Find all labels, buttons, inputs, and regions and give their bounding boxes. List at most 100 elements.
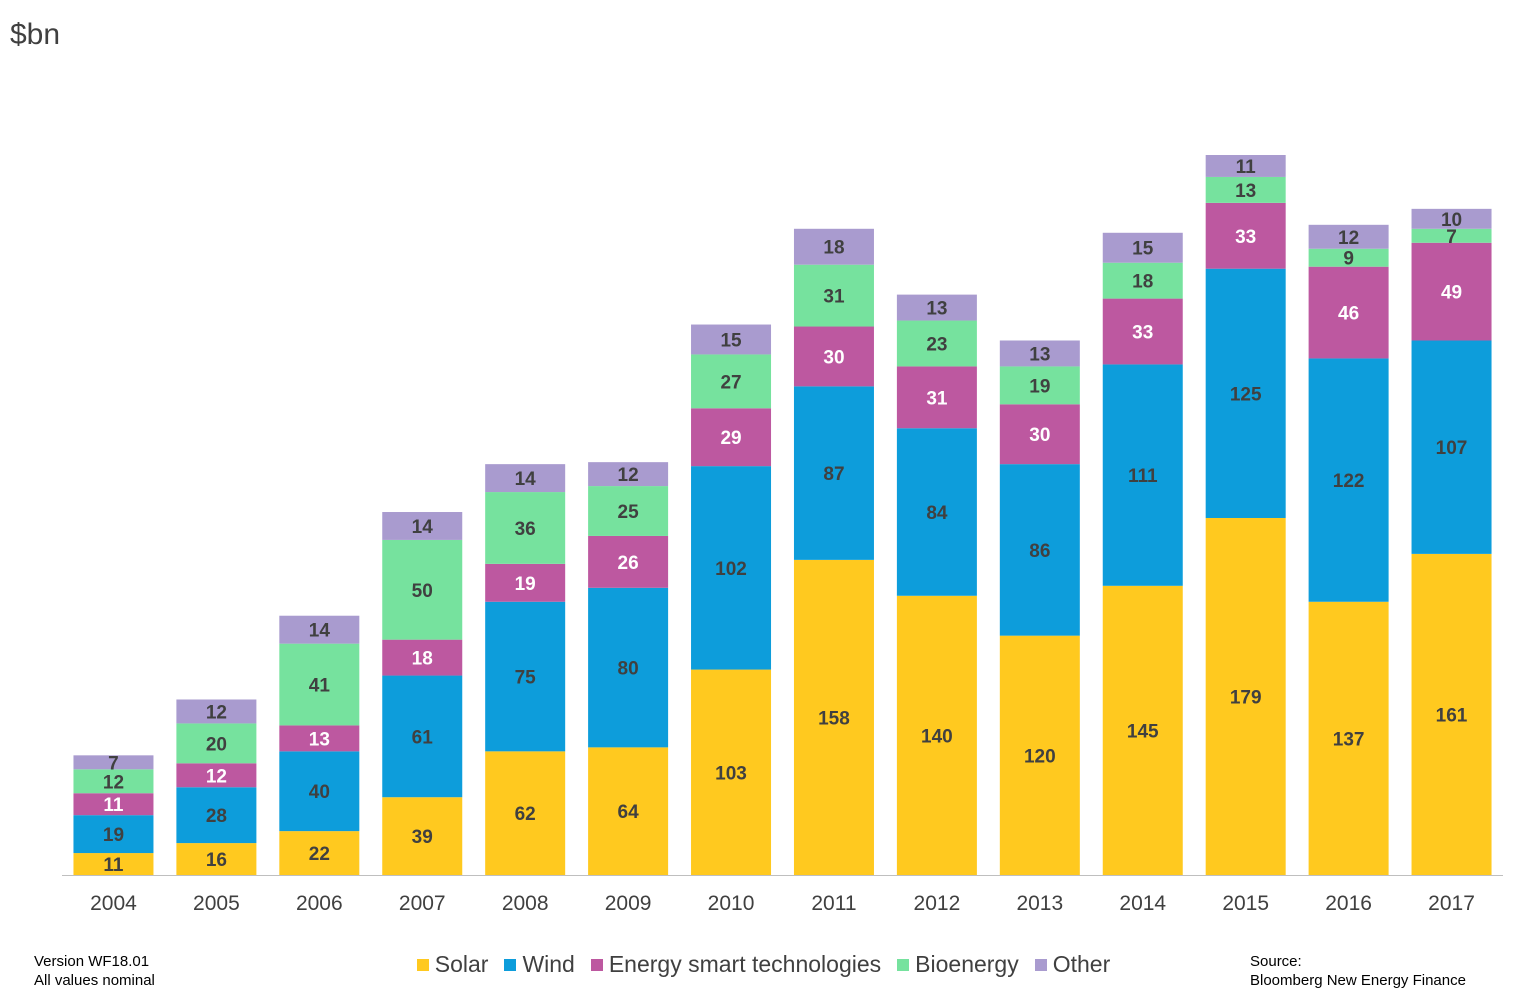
x-tick-label: 2016 (1325, 892, 1372, 915)
bar-segment-energy-smart-technologies-2004 (73, 793, 154, 816)
x-tick-label: 2017 (1428, 892, 1475, 915)
data-label: 15 (720, 330, 742, 351)
bar-segment-wind-2011 (793, 386, 874, 560)
bar-segment-bioenergy-2006 (279, 643, 360, 726)
bar-segment-solar-2010 (691, 669, 772, 875)
version-text: Version WF18.01 (34, 953, 150, 970)
data-label: 33 (1132, 323, 1153, 344)
legend: Solar Wind Energy smart technologies Bioene… (0, 951, 1527, 978)
bar-segment-wind-2008 (485, 601, 566, 752)
data-label: 10 (1441, 210, 1462, 231)
data-label: 31 (926, 388, 948, 409)
bar-segment-bioenergy-2017 (1411, 228, 1492, 243)
bar-segment-solar-2013 (999, 635, 1080, 875)
bar-segment-wind-2014 (1102, 364, 1183, 586)
data-label: 39 (412, 827, 433, 848)
data-label: 11 (103, 855, 124, 876)
bar-segment-other-2004 (73, 755, 154, 770)
bar-segment-wind-2017 (1411, 340, 1492, 554)
bar-segment-bioenergy-2005 (176, 723, 257, 764)
legend-label: Other (1052, 951, 1111, 977)
legend-item-other: Other (1034, 951, 1111, 978)
legend-label: Solar (434, 951, 489, 977)
data-label: 11 (1236, 157, 1257, 178)
data-label: 41 (309, 676, 331, 697)
legend-swatch (897, 958, 910, 971)
x-tick-label: 2012 (914, 892, 961, 915)
values-note-text: All values nominal (34, 972, 155, 989)
x-tick-label: 2013 (1016, 892, 1063, 915)
data-label: 30 (823, 347, 844, 368)
bar-segment-energy-smart-technologies-2012 (896, 366, 977, 429)
x-tick-label: 2014 (1119, 892, 1166, 915)
bar-segment-other-2010 (691, 324, 772, 355)
source-name-text: Bloomberg New Energy Finance (1250, 972, 1466, 989)
data-label: 75 (515, 668, 537, 689)
data-label: 103 (715, 763, 747, 784)
data-label: 161 (1436, 705, 1468, 726)
version-note: Version WF18.01 All values nominal (34, 952, 155, 990)
bar-segment-solar-2015 (1205, 517, 1286, 875)
data-label: 158 (818, 708, 850, 729)
bar-segment-wind-2013 (999, 464, 1080, 636)
data-label: 86 (1029, 541, 1050, 562)
bar-segment-energy-smart-technologies-2007 (382, 639, 463, 676)
x-tick-label: 2008 (502, 892, 549, 915)
data-label: 84 (926, 503, 948, 524)
data-label: 145 (1127, 721, 1159, 742)
bar-segment-energy-smart-technologies-2011 (793, 326, 874, 387)
bar-segment-wind-2015 (1205, 268, 1286, 518)
bar-segment-solar-2016 (1308, 601, 1389, 875)
data-label: 30 (1029, 425, 1050, 446)
data-label: 16 (206, 850, 227, 871)
bar-segment-wind-2005 (176, 787, 257, 844)
data-label: 137 (1333, 729, 1365, 750)
data-label: 7 (1446, 227, 1457, 248)
data-label: 9 (1343, 249, 1354, 270)
bar-segment-solar-2004 (73, 853, 154, 875)
data-label: 19 (103, 825, 124, 846)
bar-segment-other-2015 (1205, 155, 1286, 177)
x-tick-label: 2005 (193, 892, 240, 915)
data-label: 12 (618, 465, 639, 486)
data-label: 12 (1338, 228, 1359, 249)
data-label: 15 (1132, 239, 1154, 260)
bar-segment-other-2011 (793, 228, 874, 265)
bar-segment-other-2006 (279, 615, 360, 644)
legend-label: Bioenergy (915, 951, 1019, 977)
data-label: 14 (412, 517, 434, 538)
bar-segment-other-2017 (1411, 208, 1492, 229)
bar-segment-bioenergy-2013 (999, 366, 1080, 405)
bar-segment-solar-2017 (1411, 553, 1492, 875)
data-label: 50 (412, 581, 433, 602)
data-label: 64 (618, 802, 640, 823)
bar-segment-wind-2007 (382, 675, 463, 798)
x-tick-label: 2009 (605, 892, 652, 915)
bar-segment-energy-smart-technologies-2008 (485, 563, 566, 602)
data-label: 13 (926, 299, 947, 320)
data-label: 107 (1436, 438, 1468, 459)
bar-segment-other-2013 (999, 340, 1080, 367)
bar-segment-other-2009 (588, 462, 669, 487)
legend-swatch (1034, 958, 1047, 971)
data-label: 80 (618, 659, 639, 680)
data-label: 36 (515, 519, 536, 540)
bar-segment-solar-2008 (485, 751, 566, 875)
data-label: 22 (309, 844, 330, 865)
bar-segment-bioenergy-2010 (691, 354, 772, 409)
data-label: 13 (1235, 181, 1256, 202)
bar-segment-solar-2014 (1102, 585, 1183, 875)
bar-segment-bioenergy-2008 (485, 492, 566, 564)
data-label: 14 (515, 469, 537, 490)
data-label: 12 (206, 702, 227, 723)
data-label: 46 (1338, 304, 1359, 325)
x-tick-label: 2007 (399, 892, 446, 915)
data-label: 19 (515, 574, 536, 595)
data-label: 62 (515, 804, 536, 825)
bar-segment-other-2005 (176, 699, 257, 724)
bar-segment-bioenergy-2012 (896, 320, 977, 367)
data-label: 179 (1230, 687, 1262, 708)
bar-segment-bioenergy-2007 (382, 539, 463, 640)
data-label: 25 (618, 502, 640, 523)
bar-segment-energy-smart-technologies-2010 (691, 408, 772, 467)
